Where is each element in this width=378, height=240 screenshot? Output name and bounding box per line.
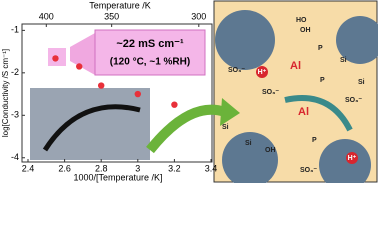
top-tick-label: 350: [104, 11, 119, 21]
illus-label: P: [312, 137, 317, 144]
point: [52, 55, 59, 62]
illus-label: Si: [245, 140, 252, 147]
top-tick-label: 300: [191, 11, 206, 21]
illus-label: Al: [298, 106, 309, 118]
particle: [215, 10, 275, 70]
point: [171, 101, 178, 108]
x-tick-label: 2.8: [95, 163, 108, 173]
illus-label: Si: [340, 57, 347, 64]
particle: [336, 16, 378, 64]
illus-label: H⁺: [258, 69, 267, 76]
point: [76, 63, 83, 70]
x-tick-label: 3: [135, 163, 140, 173]
point: [134, 90, 141, 98]
proton: [346, 152, 358, 164]
green-arrowhead: [220, 98, 240, 126]
proton-path: [284, 95, 353, 132]
y-axis-label: log[Conductivity /S cm⁻¹]: [1, 49, 10, 137]
illus-label: P: [320, 77, 325, 84]
particle: [319, 139, 371, 191]
x-axis-label: 1000/[Temperature /K]: [73, 172, 162, 182]
x-tick-label: 3.4: [205, 163, 218, 173]
illus-label: Si: [222, 124, 229, 131]
illus-label: SO₃⁻: [300, 167, 317, 174]
film: [42, 104, 141, 152]
film-photo: [30, 88, 150, 160]
y-tick-label: -1: [11, 25, 19, 35]
proton: [256, 66, 268, 78]
illus-label: H⁺: [348, 155, 357, 162]
callout-box: [94, 29, 206, 76]
illus-label: P: [318, 45, 323, 52]
illus-label: HO: [296, 17, 307, 24]
particle: [222, 132, 278, 188]
x-tick-label: 3.2: [168, 163, 181, 173]
illus-label: SO₃⁻: [345, 97, 362, 104]
top-tick-label: 400: [39, 11, 54, 21]
illus-label: OH: [300, 27, 311, 34]
top-axis-label: Temperature /K: [89, 0, 151, 10]
x-tick-label: 2.6: [58, 163, 71, 173]
graphical-abstract: ~22 mS cm⁻¹ (120 °C, ~1 %RH) Temperature…: [1, 0, 378, 191]
callout-arrow: [70, 33, 95, 75]
y-tick-label: -2: [11, 67, 19, 77]
point: [98, 82, 105, 89]
x-tick-label: 2.4: [22, 163, 35, 173]
y-tick-label: -3: [11, 110, 19, 120]
illus-label: OH: [265, 147, 276, 154]
green-arrow: [146, 104, 227, 154]
illus-label: SO₃⁻: [228, 67, 245, 74]
annotation: ~22 mS cm⁻¹: [116, 38, 184, 50]
y-tick-label: -4: [11, 152, 19, 162]
illus-label: Al: [290, 60, 301, 72]
annotation: (120 °C, ~1 %RH): [110, 57, 190, 68]
illus-label: Si: [358, 79, 365, 86]
illus-label: SO₃⁻: [262, 89, 279, 96]
